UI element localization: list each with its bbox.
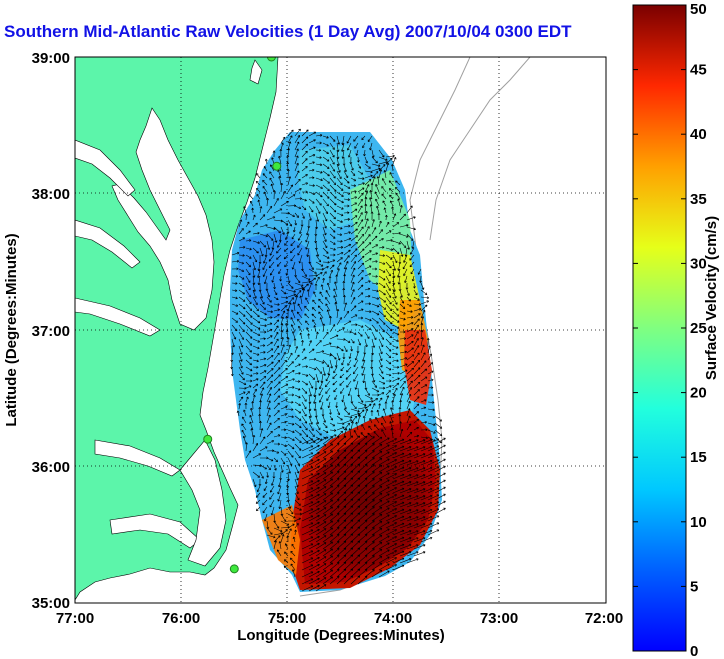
y-tick-label: 36:00 [32,459,70,476]
x-tick-label: 75:00 [268,610,306,627]
colorbar-tick-label: 45 [690,62,707,79]
x-tick-label: 76:00 [162,610,200,627]
colorbar-tick-label: 35 [690,191,707,208]
x-tick-label: 74:00 [374,610,412,627]
colorbar-tick-label: 0 [690,643,698,659]
station-marker [272,161,282,171]
radar-stations [203,57,282,574]
colorbar-tick-label: 25 [690,320,707,337]
station-marker [266,57,276,62]
chart-title: Southern Mid-Atlantic Raw Velocities (1 … [4,22,572,41]
y-tick-labels: 39:00 38:00 37:00 36:00 35:00 [32,50,70,612]
y-tick-label: 39:00 [32,50,70,67]
grid-lines [75,57,606,603]
y-axis-label: Latitude (Degrees:Minutes) [3,233,20,426]
colorbar-tick-label: 20 [690,385,707,402]
colorbar-tick-label: 30 [690,255,707,272]
plot-frame [74,56,607,604]
station-marker [229,564,239,574]
x-tick-label: 72:00 [585,610,623,627]
colorbar-ticks [633,4,686,652]
x-tick-labels: 77:00 76:00 75:00 74:00 73:00 72:00 [56,610,623,627]
y-tick-label: 35:00 [32,595,70,612]
x-axis-label: Longitude (Degrees:Minutes) [237,627,445,644]
x-tick-label: 73:00 [480,610,518,627]
colorbar [632,4,687,652]
y-tick-label: 38:00 [32,186,70,203]
colorbar-tick-labels: 0 5 10 15 20 25 30 35 40 45 50 [690,1,707,659]
colorbar-tick-label: 50 [690,1,707,18]
y-tick-label: 37:00 [32,323,70,340]
colorbar-label: Surface Velocity (cm/s) [703,216,720,380]
colorbar-tick-label: 5 [690,578,698,595]
chesapeake-bay [111,107,215,331]
colorbar-tick-label: 10 [690,514,707,531]
colorbar-tick-label: 40 [690,126,707,143]
station-marker [203,434,213,444]
colorbar-tick-label: 15 [690,449,707,466]
x-tick-label: 77:00 [56,610,94,627]
